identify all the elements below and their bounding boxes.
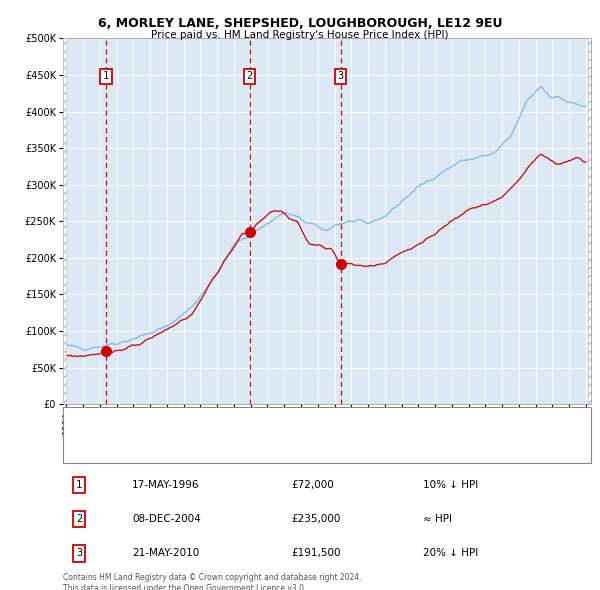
Text: 20% ↓ HPI: 20% ↓ HPI: [423, 549, 478, 558]
Text: 6, MORLEY LANE, SHEPSHED, LOUGHBOROUGH, LE12 9EU: 6, MORLEY LANE, SHEPSHED, LOUGHBOROUGH, …: [98, 17, 502, 30]
Text: £191,500: £191,500: [291, 549, 341, 558]
Text: 17-MAY-1996: 17-MAY-1996: [132, 480, 199, 490]
Text: 2: 2: [76, 514, 82, 524]
Text: 10% ↓ HPI: 10% ↓ HPI: [423, 480, 478, 490]
Text: HPI: Average price, detached house, Charnwood: HPI: Average price, detached house, Char…: [106, 443, 317, 452]
Text: £235,000: £235,000: [291, 514, 340, 524]
Text: 1: 1: [76, 480, 82, 490]
Text: ≈ HPI: ≈ HPI: [423, 514, 452, 524]
Text: Contains HM Land Registry data © Crown copyright and database right 2024.
This d: Contains HM Land Registry data © Crown c…: [63, 573, 361, 590]
Bar: [587, 38, 596, 404]
Text: Price paid vs. HM Land Registry's House Price Index (HPI): Price paid vs. HM Land Registry's House …: [151, 30, 449, 40]
Text: 3: 3: [76, 549, 82, 558]
Bar: [63, 38, 67, 404]
Text: £72,000: £72,000: [291, 480, 334, 490]
Text: 6, MORLEY LANE, SHEPSHED, LOUGHBOROUGH, LE12 9EU (detached house): 6, MORLEY LANE, SHEPSHED, LOUGHBOROUGH, …: [106, 418, 441, 427]
Text: 2: 2: [247, 71, 253, 81]
Text: 3: 3: [338, 71, 344, 81]
Text: 21-MAY-2010: 21-MAY-2010: [132, 549, 199, 558]
Text: 1: 1: [103, 71, 109, 81]
Text: 08-DEC-2004: 08-DEC-2004: [132, 514, 201, 524]
